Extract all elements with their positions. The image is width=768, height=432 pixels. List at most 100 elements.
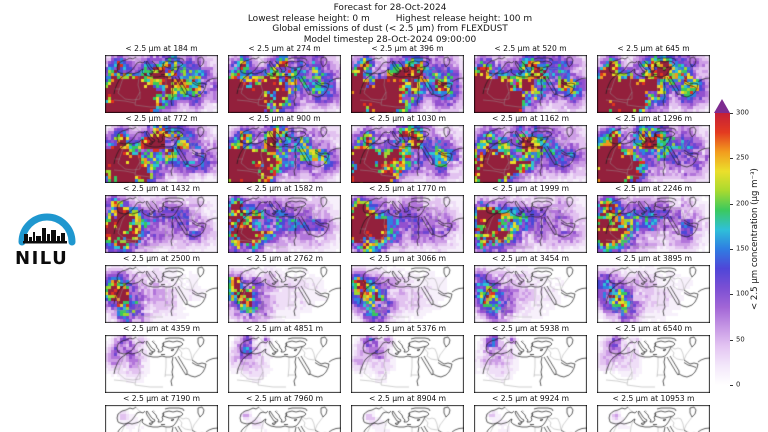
map-panel-title: < 2.5 μm at 5376 m: [368, 324, 447, 333]
dust-concentration-map: [351, 405, 464, 432]
dust-concentration-map: [228, 55, 341, 113]
colorbar-tick-mark: [730, 249, 733, 250]
map-panel-title: < 2.5 μm at 1162 m: [491, 114, 570, 123]
colorbar-tick-label: 250: [736, 153, 749, 162]
dust-concentration-map: [105, 265, 218, 323]
release-heights-line: Lowest release height: 0 m Highest releas…: [0, 14, 768, 25]
colorbar-tick-label: 50: [736, 335, 745, 344]
map-panel: < 2.5 μm at 3454 m: [474, 254, 587, 323]
map-panel-title: < 2.5 μm at 396 m: [371, 44, 444, 53]
map-panel: < 2.5 μm at 1432 m: [105, 184, 218, 253]
map-panel: < 2.5 μm at 2762 m: [228, 254, 341, 323]
dust-concentration-map: [105, 55, 218, 113]
lowest-release-height: Lowest release height: 0 m: [247, 13, 370, 24]
map-panel: < 2.5 μm at 8904 m: [351, 394, 464, 432]
map-panel-title: < 2.5 μm at 5938 m: [491, 324, 570, 333]
dust-concentration-map: [228, 195, 341, 253]
map-panel-title: < 2.5 μm at 1296 m: [614, 114, 693, 123]
map-panel-title: < 2.5 μm at 2246 m: [614, 184, 693, 193]
dust-concentration-map: [228, 405, 341, 432]
map-panel: < 2.5 μm at 1770 m: [351, 184, 464, 253]
colorbar-tick-mark: [730, 203, 733, 205]
map-panel: < 2.5 μm at 4359 m: [105, 324, 218, 393]
map-panel: < 2.5 μm at 3895 m: [597, 254, 710, 323]
map-panel: < 2.5 μm at 7960 m: [228, 394, 341, 432]
map-panel-title: < 2.5 μm at 4359 m: [122, 324, 201, 333]
colorbar-tick-label: 0: [736, 380, 741, 389]
dust-concentration-map: [351, 125, 464, 183]
map-panel-title: < 2.5 μm at 772 m: [125, 114, 198, 123]
dust-concentration-map: [597, 125, 710, 183]
map-panel: < 2.5 μm at 6540 m: [597, 324, 710, 393]
colorbar-tick-mark: [730, 158, 733, 160]
timestep-line: Model timestep 28-Oct-2024 09:00:00: [303, 34, 477, 45]
figure-header: Forecast for 28-Oct-2024 Lowest release …: [0, 3, 768, 45]
map-panel: < 2.5 μm at 5938 m: [474, 324, 587, 393]
map-panel-title: < 2.5 μm at 274 m: [248, 44, 321, 53]
dust-concentration-map: [105, 195, 218, 253]
map-panel: < 2.5 μm at 645 m: [597, 44, 710, 113]
colorbar: 0 50 100 150 200 250 300 < 2.5 μm concentratio…: [714, 99, 768, 409]
figure-title: Forecast for 28-Oct-2024: [333, 3, 447, 13]
map-panel: < 2.5 μm at 4851 m: [228, 324, 341, 393]
map-panel: < 2.5 μm at 900 m: [228, 114, 341, 183]
map-panel: < 2.5 μm at 10953 m: [597, 394, 710, 432]
nilu-logo-text: NILU: [15, 248, 69, 269]
nilu-logo-icon: [18, 213, 76, 246]
map-panel: < 2.5 μm at 1296 m: [597, 114, 710, 183]
nilu-logo: NILU: [13, 202, 83, 269]
dust-concentration-map: [474, 195, 587, 253]
colorbar-tick-label: 300: [736, 108, 749, 117]
dust-concentration-map: [474, 405, 587, 432]
map-panel-title: < 2.5 μm at 645 m: [617, 44, 690, 53]
dust-concentration-map: [474, 125, 587, 183]
map-panel: < 2.5 μm at 7190 m: [105, 394, 218, 432]
map-panel-title: < 2.5 μm at 6540 m: [614, 324, 693, 333]
map-panel: < 2.5 μm at 3066 m: [351, 254, 464, 323]
map-panel: < 2.5 μm at 1162 m: [474, 114, 587, 183]
map-panel-title: < 2.5 μm at 9924 m: [491, 394, 570, 403]
map-panel-title: < 2.5 μm at 900 m: [248, 114, 321, 123]
map-panel: < 2.5 μm at 5376 m: [351, 324, 464, 393]
dust-concentration-map: [597, 265, 710, 323]
dust-concentration-map: [597, 195, 710, 253]
dust-concentration-map: [474, 335, 587, 393]
map-panel: < 2.5 μm at 2500 m: [105, 254, 218, 323]
colorbar-tick-label: 100: [736, 289, 749, 298]
map-panel: < 2.5 μm at 1582 m: [228, 184, 341, 253]
map-panel-title: < 2.5 μm at 2762 m: [245, 254, 324, 263]
colorbar-tick-mark: [730, 339, 733, 341]
map-panel-title: < 2.5 μm at 1030 m: [368, 114, 447, 123]
map-panel: < 2.5 μm at 9924 m: [474, 394, 587, 432]
dust-concentration-map: [228, 125, 341, 183]
colorbar-tick-label: 150: [736, 244, 749, 253]
map-panel-title: < 2.5 μm at 7960 m: [245, 394, 324, 403]
emissions-line: Global emissions of dust (< 2.5 μm) from…: [272, 24, 508, 35]
dust-concentration-map: [597, 55, 710, 113]
map-panel: < 2.5 μm at 2246 m: [597, 184, 710, 253]
dust-concentration-map: [351, 265, 464, 323]
map-panel: < 2.5 μm at 396 m: [351, 44, 464, 113]
map-panel-title: < 2.5 μm at 3454 m: [491, 254, 570, 263]
dust-concentration-map: [228, 265, 341, 323]
map-panel-title: < 2.5 μm at 1999 m: [491, 184, 570, 193]
dust-concentration-map: [228, 335, 341, 393]
map-panel-title: < 2.5 μm at 7190 m: [122, 394, 201, 403]
map-panel-title: < 2.5 μm at 520 m: [494, 44, 567, 53]
colorbar-gradient: [715, 113, 730, 385]
colorbar-tick-mark: [730, 385, 733, 386]
map-panel-title: < 2.5 μm at 3066 m: [368, 254, 447, 263]
map-panel: < 2.5 μm at 274 m: [228, 44, 341, 113]
dust-concentration-map: [105, 125, 218, 183]
colorbar-axis-label: < 2.5 μm concentration (μg m⁻³): [750, 168, 760, 310]
highest-release-height: Highest release height: 100 m: [395, 13, 533, 24]
dust-concentration-map: [597, 405, 710, 432]
dust-concentration-map: [105, 335, 218, 393]
dust-concentration-map: [474, 55, 587, 113]
map-panel: < 2.5 μm at 184 m: [105, 44, 218, 113]
map-panel-title: < 2.5 μm at 184 m: [125, 44, 198, 53]
dust-concentration-map: [351, 55, 464, 113]
dust-concentration-map: [351, 195, 464, 253]
map-grid: < 2.5 μm at 184 m < 2.5 μm at 274 m < 2.5 …: [105, 44, 720, 432]
map-panel-title: < 2.5 μm at 1770 m: [368, 184, 447, 193]
